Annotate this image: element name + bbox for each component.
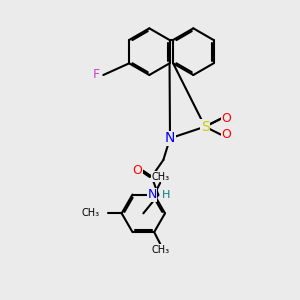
Text: N: N	[165, 131, 175, 145]
Text: CH₃: CH₃	[151, 245, 169, 255]
Text: F: F	[93, 68, 100, 82]
Text: N: N	[147, 188, 157, 202]
Text: O: O	[222, 128, 232, 142]
Text: H: H	[162, 190, 171, 200]
Text: CH₃: CH₃	[151, 172, 169, 182]
Text: O: O	[133, 164, 142, 176]
Text: CH₃: CH₃	[82, 208, 100, 218]
Text: O: O	[222, 112, 232, 125]
Text: S: S	[201, 120, 209, 134]
